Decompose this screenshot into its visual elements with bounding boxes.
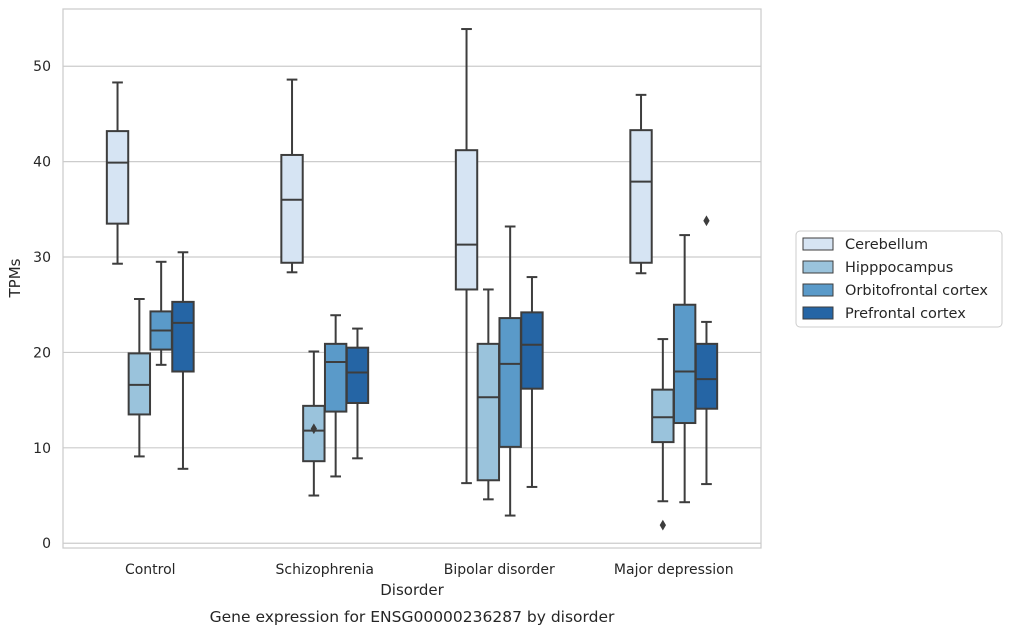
box-iqr (171, 300, 195, 373)
legend-label: Cerebellum (845, 237, 928, 253)
x-tick-label: Bipolar disorder (444, 562, 555, 578)
box-iqr (651, 388, 675, 444)
y-tick-label: 10 (33, 441, 51, 457)
y-axis-label: TPMs (6, 258, 24, 298)
legend-swatch (802, 306, 834, 320)
box-iqr (694, 342, 719, 410)
box-iqr (629, 129, 653, 264)
box-iqr (323, 342, 348, 413)
box-group (694, 215, 719, 486)
box-group (302, 350, 326, 497)
x-tick-label: Control (125, 562, 176, 578)
plot-area-frame (62, 8, 762, 549)
y-tick-label: 20 (33, 345, 51, 361)
box-group (629, 93, 653, 275)
box-group (651, 338, 675, 531)
legend-swatch (802, 237, 834, 251)
box-iqr (672, 303, 697, 425)
box-group (498, 225, 522, 517)
boxes (105, 28, 719, 531)
outlier-point (703, 215, 710, 227)
box-iqr (105, 130, 130, 225)
y-tick-label: 0 (42, 536, 51, 552)
box-group (149, 260, 173, 366)
box-iqr (476, 342, 501, 482)
box-iqr (498, 317, 522, 448)
box-group (105, 81, 130, 265)
box-iqr (280, 153, 304, 264)
box-iqr (454, 149, 479, 291)
grid-lines (63, 65, 761, 544)
box-group (672, 234, 697, 504)
legend: Cerebellum Hipppocampus Orbitofrontal cort… (795, 230, 1003, 328)
y-axis-ticks: 0 10 20 30 40 50 (33, 59, 51, 552)
box-group (280, 78, 304, 274)
y-tick-label: 30 (33, 250, 51, 266)
box-group (171, 251, 195, 470)
legend-label: Prefrontal cortex (845, 306, 966, 322)
x-axis-label: Disorder (380, 581, 444, 599)
box-iqr (345, 346, 370, 404)
chart-caption: Gene expression for ENSG00000236287 by d… (210, 608, 615, 626)
x-tick-label: Schizophrenia (276, 562, 374, 578)
legend-swatch (802, 260, 834, 274)
y-tick-label: 50 (33, 59, 51, 75)
outlier-point (310, 423, 317, 435)
box-group (520, 276, 544, 488)
box-group (127, 298, 152, 458)
outlier-point (659, 519, 666, 531)
legend-frame (795, 230, 1003, 328)
legend-label: Hipppocampus (845, 260, 953, 276)
box-group (454, 28, 479, 485)
box-group (476, 288, 501, 501)
y-tick-label: 40 (33, 155, 51, 171)
x-tick-label: Major depression (614, 562, 734, 578)
legend-swatch (802, 283, 834, 297)
box-iqr (520, 311, 544, 390)
box-group (345, 327, 370, 460)
x-axis-ticks: Control Schizophrenia Bipolar disorder Majo… (125, 562, 734, 578)
legend-label: Orbitofrontal cortex (845, 283, 988, 299)
box-group (323, 314, 348, 478)
